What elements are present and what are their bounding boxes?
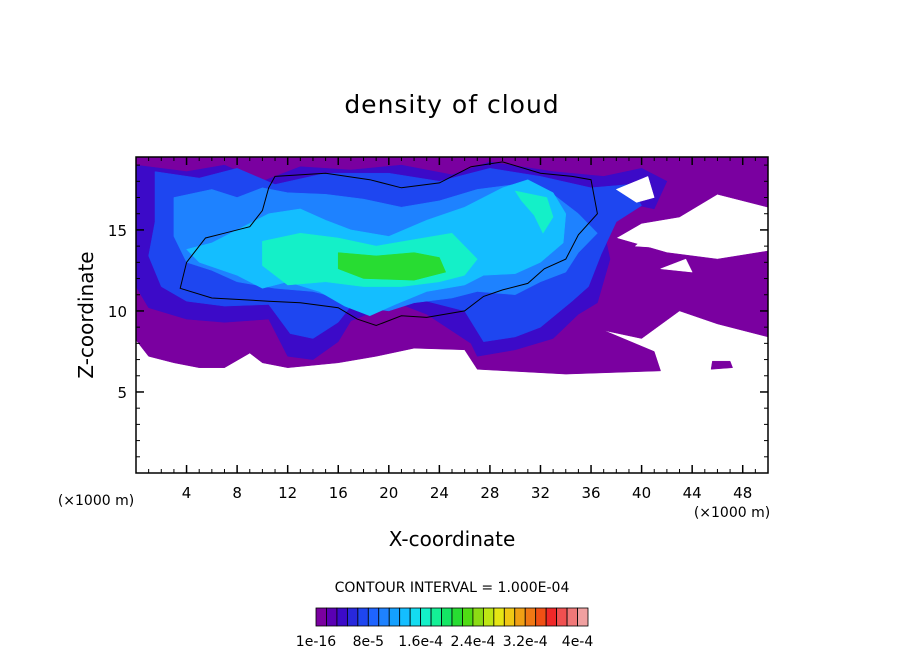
colorbar-swatch bbox=[399, 607, 411, 627]
colorbar-label: 1.6e-4 bbox=[398, 634, 443, 650]
colorbar-labels: 1e-16 8e-5 1.6e-4 2.4e-4 3.2e-4 4e-4 bbox=[296, 634, 594, 650]
colorbar-swatch bbox=[577, 607, 589, 627]
x-tick-label: 8 bbox=[232, 484, 242, 502]
y-tick-label: 15 bbox=[108, 222, 127, 240]
colorbar-label: 8e-5 bbox=[353, 634, 384, 650]
colorbar-swatch bbox=[462, 607, 474, 627]
density-region-10 bbox=[660, 258, 693, 273]
x-tick-label: 16 bbox=[329, 484, 348, 502]
colorbar-swatch bbox=[482, 607, 495, 627]
contour-lines bbox=[179, 161, 598, 327]
x-axis-ticks: 4 8 12 16 20 24 28 32 36 40 44 48 bbox=[182, 157, 752, 502]
colorbar-swatch bbox=[346, 607, 359, 627]
x-tick-label: 20 bbox=[379, 484, 398, 502]
colorbar-swatch bbox=[545, 607, 558, 627]
x-tick-label: 4 bbox=[182, 484, 192, 502]
x-unit-label-right: (×1000 m) bbox=[694, 505, 770, 521]
colorbar-swatch bbox=[326, 607, 338, 627]
colorbar-swatch bbox=[315, 607, 327, 627]
x-unit-label-left: (×1000 m) bbox=[58, 493, 134, 509]
y-tick-label: 5 bbox=[117, 384, 127, 402]
colorbar bbox=[315, 607, 589, 627]
density-region-9 bbox=[634, 228, 687, 248]
density-region-11 bbox=[615, 176, 655, 203]
colorbar-swatch bbox=[493, 607, 505, 627]
y-axis-label: Z-coordinate bbox=[74, 251, 98, 378]
colorbar-swatch bbox=[503, 607, 516, 627]
colorbar-label: 4e-4 bbox=[562, 634, 594, 650]
minor-ticks bbox=[136, 157, 768, 473]
colorbar-label: 3.2e-4 bbox=[503, 634, 548, 650]
colorbar-swatch bbox=[420, 607, 432, 627]
y-tick-label: 10 bbox=[108, 303, 127, 321]
colorbar-swatch bbox=[430, 607, 442, 627]
colorbar-swatch bbox=[535, 607, 547, 627]
density-region-1 bbox=[710, 360, 733, 370]
x-tick-label: 36 bbox=[581, 484, 600, 502]
density-region-7 bbox=[514, 190, 554, 234]
chart-title: density of cloud bbox=[344, 90, 559, 119]
x-tick-label: 24 bbox=[430, 484, 449, 502]
x-tick-label: 28 bbox=[480, 484, 499, 502]
colorbar-swatch bbox=[556, 607, 568, 627]
colorbar-swatch bbox=[378, 607, 390, 627]
colorbar-swatch bbox=[472, 607, 484, 627]
y-axis-ticks: 5 10 15 bbox=[108, 222, 768, 402]
colorbar-swatch bbox=[367, 607, 380, 627]
x-axis-label: X-coordinate bbox=[389, 527, 516, 551]
density-region-8 bbox=[337, 252, 447, 281]
colorbar-swatch bbox=[441, 607, 453, 627]
colorbar-swatch bbox=[336, 607, 348, 627]
x-tick-label: 12 bbox=[278, 484, 297, 502]
colorbar-swatch bbox=[388, 607, 401, 627]
x-tick-label: 48 bbox=[733, 484, 752, 502]
colorbar-swatch bbox=[514, 607, 526, 627]
colorbar-swatch bbox=[524, 607, 537, 627]
colorbar-label: 1e-16 bbox=[296, 634, 336, 650]
contour-line-0 bbox=[179, 161, 598, 327]
contour-interval-label: CONTOUR INTERVAL = 1.000E-04 bbox=[335, 580, 570, 596]
density-regions bbox=[135, 156, 769, 375]
colorbar-swatch bbox=[451, 607, 463, 627]
colorbar-swatch bbox=[566, 607, 578, 627]
colorbar-swatch bbox=[409, 607, 422, 627]
x-tick-label: 44 bbox=[683, 484, 702, 502]
colorbar-swatch bbox=[357, 607, 369, 627]
x-tick-label: 40 bbox=[632, 484, 651, 502]
colorbar-label: 2.4e-4 bbox=[451, 634, 496, 650]
x-tick-label: 32 bbox=[531, 484, 550, 502]
